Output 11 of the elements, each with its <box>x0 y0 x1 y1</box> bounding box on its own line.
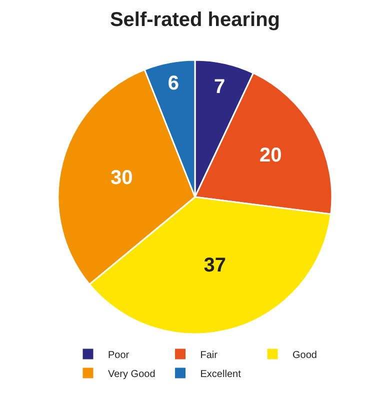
legend-label: Fair <box>200 350 218 361</box>
legend-label: Good <box>292 350 317 361</box>
data-label: 7 <box>214 76 226 98</box>
legend-label: Poor <box>108 350 130 361</box>
chart-title: Self-rated hearing <box>110 8 280 31</box>
data-label: 20 <box>259 144 282 166</box>
data-label: 30 <box>110 167 133 190</box>
data-label: 6 <box>168 72 179 95</box>
legend-label: Very Good <box>108 368 156 380</box>
legend-label: Excellent <box>200 368 242 380</box>
data-label: 37 <box>204 254 226 277</box>
